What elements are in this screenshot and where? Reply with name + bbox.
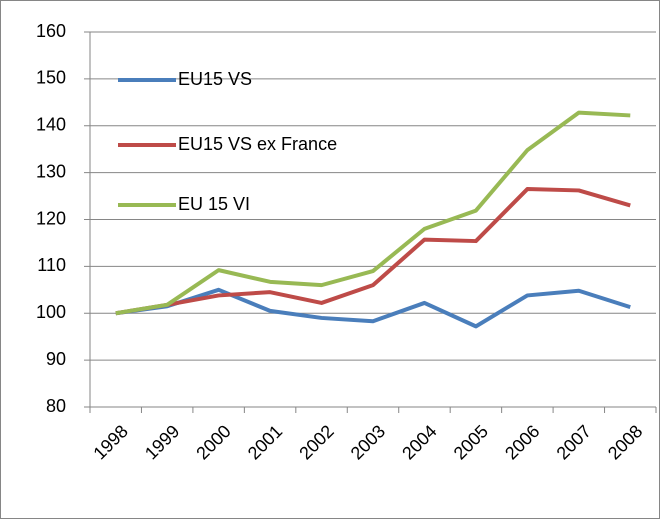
y-tick-label: 110 [37,255,66,275]
y-tick-label: 140 [36,115,66,135]
series-line [115,187,631,316]
y-tick-label: 80 [46,396,66,416]
series-line [115,110,631,316]
y-tick-label: 160 [36,21,66,41]
legend-label: EU15 VS [178,69,252,89]
legend-label: EU15 VS ex France [178,134,337,154]
series-line [115,287,631,329]
y-tick-label: 130 [36,161,66,181]
legend-label: EU 15 VI [178,194,250,214]
y-tick-label: 120 [36,208,66,228]
y-tick-label: 90 [46,349,66,369]
y-tick-label: 100 [36,302,66,322]
y-tick-label: 150 [36,68,66,88]
